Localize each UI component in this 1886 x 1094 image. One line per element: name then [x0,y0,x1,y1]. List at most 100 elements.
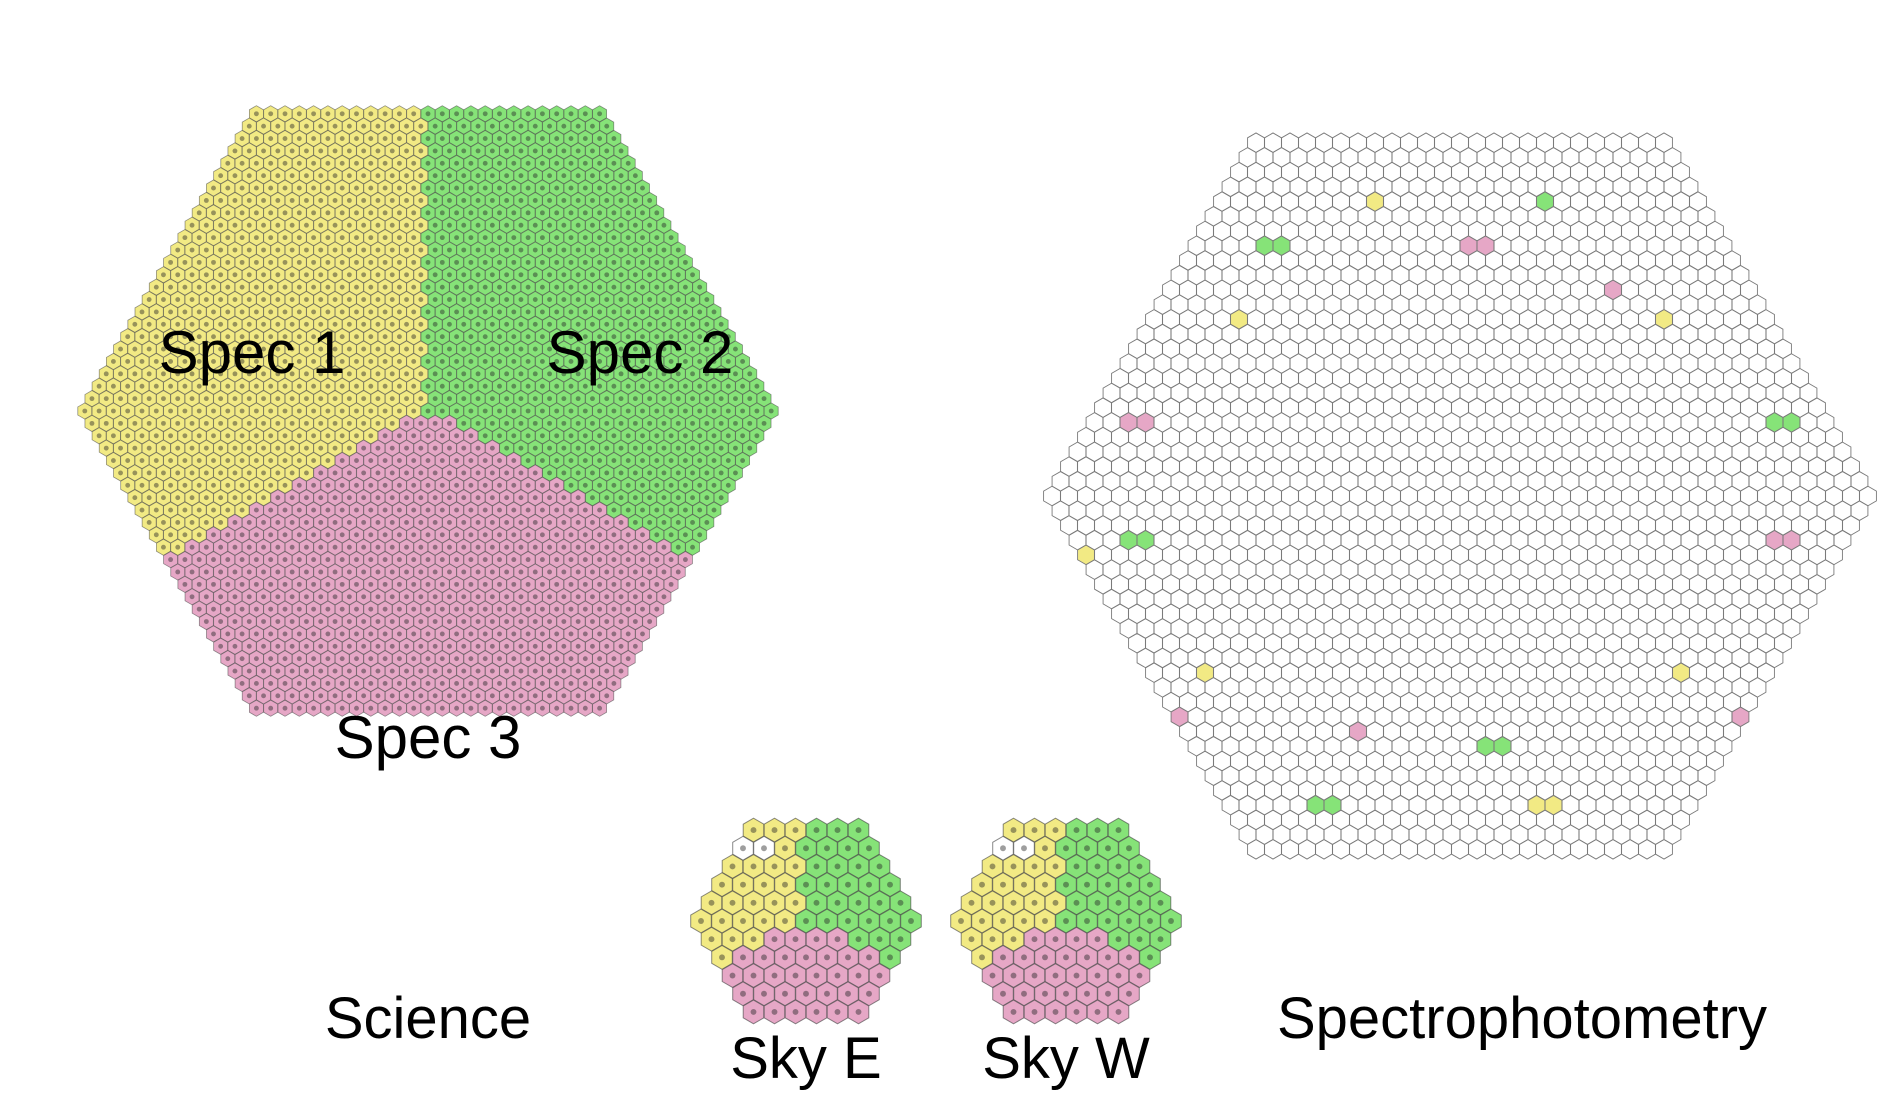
fiber-core [232,173,238,179]
fiber-core [253,309,259,315]
fiber-core [182,259,188,265]
fiber-core [468,656,474,662]
fiber-core [554,532,560,538]
fiber-core [511,458,517,463]
fiber-core [404,693,409,699]
fiber-core [447,544,452,550]
fiber-core [139,359,145,364]
fiber-core [389,693,395,699]
fiber-core [582,359,588,364]
fiber-core [89,420,95,426]
fiber-core [1063,881,1069,888]
fiber-core [539,681,545,686]
fiber-core [504,470,510,476]
fiber-core [325,309,331,315]
fiber-core [311,581,317,587]
fiber-core [590,247,595,253]
fiber-core [561,594,567,600]
fiber-core [325,259,331,265]
fiber-core [561,445,567,451]
fiber-core [454,160,460,166]
fiber-core [482,359,488,364]
fiber-core [404,247,409,253]
fiber-core [561,668,567,674]
fiber-core [325,210,331,216]
fiber-core [618,173,624,179]
fiber-core [539,532,545,538]
fiber-core [568,532,574,538]
fiber-core [461,222,467,228]
fiber-core [504,222,510,228]
fiber-core [1105,990,1111,997]
fiber-core [161,321,166,327]
fiber-core [675,247,681,253]
fiber-core [855,827,862,834]
fiber-core [389,445,395,451]
fiber-core [761,954,767,961]
fiber-core [304,693,309,699]
fiber-core [346,470,352,476]
fiber-core [239,606,245,612]
fiber-core [661,569,667,575]
fiber-core [253,705,259,711]
fiber-core [146,520,152,525]
fiber-core [354,532,359,538]
fiber-core [411,235,417,241]
fiber-core [361,520,367,525]
fiber-core [432,470,438,476]
fiber-core [439,507,445,513]
fiber-core [196,359,202,364]
fiber-core [418,396,424,402]
fiber-core [468,532,474,538]
fiber-core [590,544,595,550]
fiber-core [425,581,431,587]
fiber-core [389,148,395,154]
fiber-core [275,396,281,402]
fiber-core [368,458,374,463]
fiber-core [411,383,417,389]
fiber-core [82,408,88,414]
fiber-core [532,148,538,154]
fiber-core [389,321,395,327]
fiber-core [175,272,181,278]
fiber-core [568,383,574,389]
fiber-core [211,359,216,364]
fiber-core [196,235,202,241]
fiber-core [304,272,309,278]
fiber-core [339,606,345,612]
fiber-core [1126,881,1132,888]
fiber-core [611,458,617,463]
fiber-core [454,210,460,216]
fiber-core [568,507,574,513]
fiber-core [432,569,438,575]
fiber-core [354,408,359,414]
fiber-core [325,581,331,587]
fiber-core [561,495,567,501]
fiber-core [282,359,288,364]
fiber-core [482,631,488,637]
fiber-core [575,198,581,203]
fiber-core [411,160,417,166]
fiber-core [432,619,438,624]
fiber-core [740,881,746,888]
fiber-core [339,210,345,216]
fiber-core [261,123,266,129]
fiber-core [518,173,524,179]
fiber-core [182,532,188,538]
fiber-core [447,247,452,253]
fiber-core [668,581,674,587]
fiber-core [432,247,438,253]
fiber-core [239,136,245,141]
fiber-core [375,643,381,649]
fiber-core [697,458,703,463]
fiber-core [597,160,603,166]
fiber-core [253,507,259,513]
fiber-core [682,433,688,439]
fiber-core [640,334,645,340]
fiber-core [468,581,474,587]
fiber-core [439,458,445,463]
fiber-core [296,309,302,315]
fiber-core [489,123,495,129]
fiber-core [532,693,538,699]
fiber-core [289,321,295,327]
